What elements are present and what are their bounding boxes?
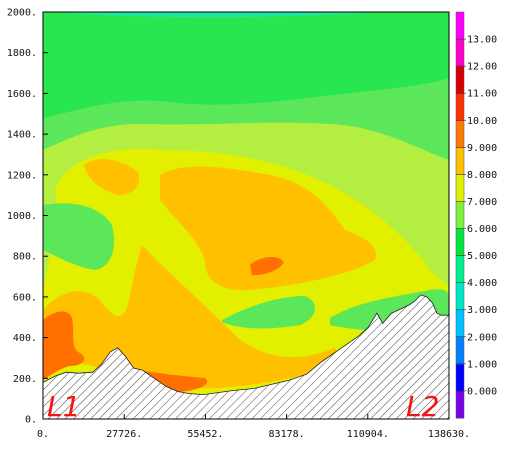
- terrain-mask: [43, 294, 449, 419]
- colorbar-label: 11.00: [467, 89, 497, 100]
- y-tick-label: 0.: [25, 415, 37, 426]
- x-tick-label: 110904.: [347, 429, 389, 440]
- colorbar-label: 12.00: [467, 62, 497, 73]
- colorbar-swatch: [456, 228, 464, 257]
- field-band-6-7-left: [43, 203, 115, 270]
- colorbar-swatch: [456, 147, 464, 175]
- y-tick-label: 1600.: [7, 89, 37, 100]
- field-band-9-10-left: [84, 159, 140, 195]
- colorbar-swatch: [456, 174, 464, 202]
- colorbar-legend: 0.000 1.000 2.000 3.000 4.000 5.000 6.000 7.000…: [455, 11, 497, 419]
- colorbar-swatch: [456, 39, 464, 67]
- y-tick-label: 200.: [13, 374, 37, 385]
- colorbar-swatch: [456, 282, 464, 311]
- cross-section-end-label: L2: [406, 390, 439, 423]
- colorbar-swatch: [456, 12, 464, 40]
- colorbar-swatch: [456, 120, 464, 148]
- colorbar-label: 3.000: [467, 305, 497, 316]
- field-band-10-11-center: [250, 256, 284, 276]
- colorbar-swatch: [456, 201, 464, 230]
- y-tick-label: 400.: [13, 333, 37, 344]
- y-tick-label: 1200.: [7, 170, 37, 181]
- colorbar-frame: [455, 11, 465, 419]
- x-tick-label: 55452.: [187, 429, 223, 440]
- colorbar-swatch: [456, 93, 464, 121]
- colorbar-swatch: [456, 336, 464, 365]
- colorbar-label: 5.000: [467, 251, 497, 262]
- field-band-10-11-left: [43, 311, 85, 380]
- x-tick-label: 0.: [37, 429, 49, 440]
- field-band-9-10-center: [160, 166, 376, 291]
- colorbar-label: 2.000: [467, 332, 497, 343]
- field-band-6-7-mid: [222, 296, 316, 329]
- colorbar-swatch: [456, 66, 464, 94]
- colorbar-swatch: [456, 390, 464, 419]
- y-tick-label: 1800.: [7, 48, 37, 59]
- colorbar-label: 9.000: [467, 143, 497, 154]
- x-tick-label: 138630.: [428, 429, 470, 440]
- colorbar-swatch: [456, 255, 464, 284]
- colorbar-swatch: [456, 309, 464, 338]
- cross-section-start-label: L1: [47, 390, 80, 423]
- colorbar-label: 1.000: [467, 359, 497, 370]
- plot-area: [43, 12, 449, 419]
- field-band-4-5-top: [58, 12, 380, 18]
- x-tick-label: 27726.: [106, 429, 142, 440]
- colorbar-label: 7.000: [467, 197, 497, 208]
- colorbar-label: 13.00: [467, 35, 497, 46]
- y-tick-label: 1400.: [7, 130, 37, 141]
- colorbar-label: 8.000: [467, 170, 497, 181]
- y-tick-label: 1000.: [7, 211, 37, 222]
- y-tick-label: 800.: [13, 252, 37, 263]
- y-axis: 0. 200. 400. 600. 800. 1000. 1200. 1400. 1600. 18…: [7, 8, 48, 426]
- colorbar-swatch: [456, 363, 464, 392]
- y-tick-label: 600.: [13, 292, 37, 303]
- y-tick-label: 2000.: [7, 8, 37, 19]
- colorbar-label: 6.000: [467, 224, 497, 235]
- colorbar-label: 4.000: [467, 278, 497, 289]
- colorbar-label: 0.000: [467, 386, 497, 397]
- colorbar-label: 10.00: [467, 116, 497, 127]
- x-tick-label: 83178.: [269, 429, 305, 440]
- field-band-9-10-right: [275, 350, 335, 378]
- x-axis: 0. 27726. 55452. 83178. 110904. 138630.: [37, 414, 470, 440]
